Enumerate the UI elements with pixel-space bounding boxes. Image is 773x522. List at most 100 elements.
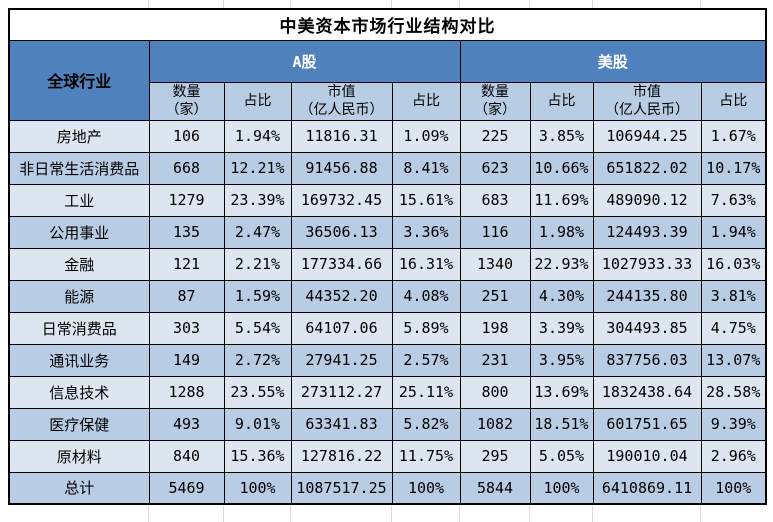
value-cell: 12.21% (223, 151, 292, 185)
sub-header-row: 数量 （家） 占比 市值 （亿人民币） 占比 数量 （家） 占比 市值 （亿人民… (9, 81, 767, 121)
industry-cell: 公用事业 (8, 215, 150, 249)
sub-header-a-cap-share: 占比 (391, 81, 461, 121)
gridline-stub (148, 506, 149, 522)
gridline-stub (223, 506, 224, 522)
table-row: 工业 1279 23.39% 169732.45 15.61% 683 11.69% 4890… (8, 183, 767, 217)
value-cell: 36506.13 (290, 215, 393, 249)
value-cell: 1.94% (223, 119, 292, 153)
industry-cell: 医疗保健 (8, 407, 150, 441)
sub-header-us-cap-share: 占比 (700, 81, 767, 121)
value-cell: 15.36% (223, 439, 292, 473)
gridline-stub (290, 0, 291, 8)
value-cell: 3.95% (529, 343, 594, 377)
industry-cell: 工业 (8, 183, 150, 217)
value-cell: 5.05% (529, 439, 594, 473)
value-cell: 1.59% (223, 279, 292, 313)
value-cell: 100% (223, 471, 292, 505)
value-cell: 1027933.33 (592, 247, 702, 281)
gridline-stub (592, 506, 593, 522)
gridline-stub (223, 0, 224, 8)
table-row: 医疗保健 493 9.01% 63341.83 5.82% 1082 18.51% 60175… (8, 407, 767, 441)
value-cell: 5844 (459, 471, 531, 505)
gridline-stub (459, 506, 460, 522)
value-cell: 5469 (148, 471, 225, 505)
value-cell: 303 (148, 311, 225, 345)
value-cell: 4.30% (529, 279, 594, 313)
value-cell: 149 (148, 343, 225, 377)
industry-cell: 日常消费品 (8, 311, 150, 345)
value-cell: 116 (459, 215, 531, 249)
value-cell: 91456.88 (290, 151, 393, 185)
sub-header-us-count: 数量 （家） (459, 81, 531, 121)
industry-cell: 信息技术 (8, 375, 150, 409)
value-cell: 11816.31 (290, 119, 393, 153)
value-cell: 231 (459, 343, 531, 377)
value-cell: 177334.66 (290, 247, 393, 281)
value-cell: 121 (148, 247, 225, 281)
value-cell: 8.41% (391, 151, 461, 185)
value-cell: 623 (459, 151, 531, 185)
gridline-stub (700, 0, 701, 8)
value-cell: 668 (148, 151, 225, 185)
value-cell: 840 (148, 439, 225, 473)
value-cell: 1.94% (700, 215, 767, 249)
value-cell: 2.72% (223, 343, 292, 377)
value-cell: 9.39% (700, 407, 767, 441)
gridline-stub (391, 0, 392, 8)
comparison-table: 中美资本市场行业结构对比 全球行业 A股 美股 数量 （家） 占比 市值 （亿人… (8, 8, 768, 505)
table-title: 中美资本市场行业结构对比 (8, 8, 767, 41)
table-row: 公用事业 135 2.47% 36506.13 3.36% 116 1.98% 124493.… (8, 215, 767, 249)
value-cell: 5.54% (223, 311, 292, 345)
value-cell: 244135.80 (592, 279, 702, 313)
value-cell: 3.39% (529, 311, 594, 345)
value-cell: 16.03% (700, 247, 767, 281)
value-cell: 601751.65 (592, 407, 702, 441)
value-cell: 251 (459, 279, 531, 313)
value-cell: 15.61% (391, 183, 461, 217)
value-cell: 1279 (148, 183, 225, 217)
value-cell: 190010.04 (592, 439, 702, 473)
table-row: 信息技术 1288 23.55% 273112.27 25.11% 800 13.69% 18… (8, 375, 767, 409)
industry-cell: 房地产 (8, 119, 150, 153)
title-row: 中美资本市场行业结构对比 (8, 8, 767, 41)
value-cell: 2.47% (223, 215, 292, 249)
value-cell: 683 (459, 183, 531, 217)
industry-cell: 金融 (8, 247, 150, 281)
value-cell: 1.67% (700, 119, 767, 153)
value-cell: 304493.85 (592, 311, 702, 345)
value-cell: 106 (148, 119, 225, 153)
value-cell: 135 (148, 215, 225, 249)
industry-cell: 能源 (8, 279, 150, 313)
value-cell: 1082 (459, 407, 531, 441)
industry-cell: 原材料 (8, 439, 150, 473)
value-cell: 23.39% (223, 183, 292, 217)
industry-cell: 通讯业务 (8, 343, 150, 377)
value-cell: 13.07% (700, 343, 767, 377)
sub-header-a-marketcap: 市值 （亿人民币） (290, 81, 393, 121)
value-cell: 295 (459, 439, 531, 473)
value-cell: 5.89% (391, 311, 461, 345)
value-cell: 2.96% (700, 439, 767, 473)
group-header-a-shares: A股 (148, 39, 461, 83)
value-cell: 169732.45 (290, 183, 393, 217)
table-row: 原材料 840 15.36% 127816.22 11.75% 295 5.05% 19001… (8, 439, 767, 473)
value-cell: 198 (459, 311, 531, 345)
value-cell: 11.69% (529, 183, 594, 217)
value-cell: 13.69% (529, 375, 594, 409)
value-cell: 25.11% (391, 375, 461, 409)
value-cell: 1832438.64 (592, 375, 702, 409)
value-cell: 100% (700, 471, 767, 505)
value-cell: 5.82% (391, 407, 461, 441)
value-cell: 10.17% (700, 151, 767, 185)
group-header-row: 全球行业 A股 美股 (8, 39, 767, 121)
value-cell: 11.75% (391, 439, 461, 473)
value-cell: 3.85% (529, 119, 594, 153)
value-cell: 1.09% (391, 119, 461, 153)
value-cell: 1087517.25 (290, 471, 393, 505)
value-cell: 651822.02 (592, 151, 702, 185)
industry-cell: 非日常生活消费品 (8, 151, 150, 185)
value-cell: 1.98% (529, 215, 594, 249)
value-cell: 124493.39 (592, 215, 702, 249)
sub-header-us-share: 占比 (529, 81, 594, 121)
